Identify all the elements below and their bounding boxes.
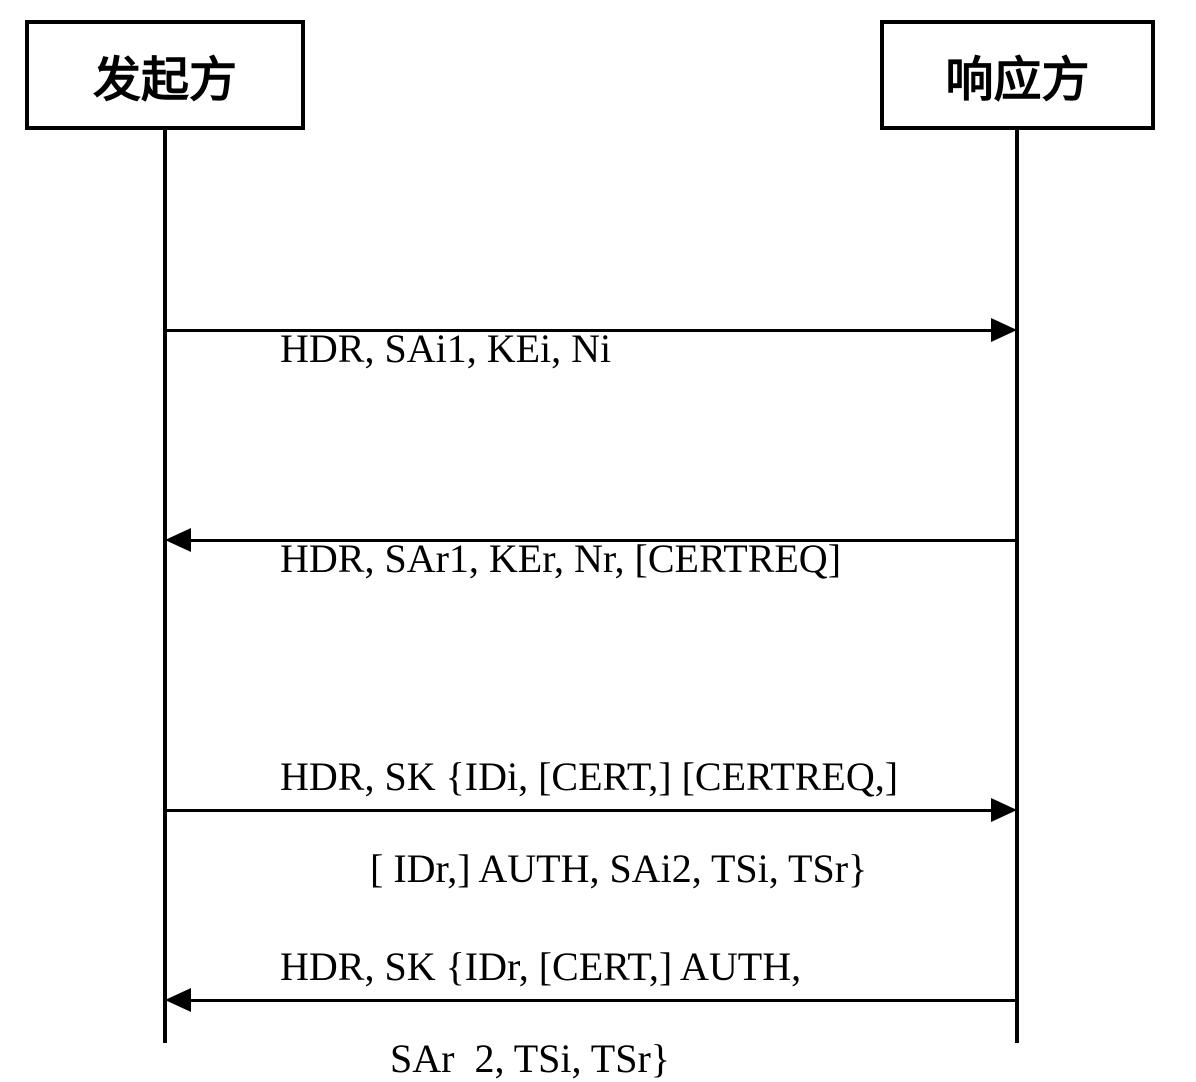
message-4-arrow — [165, 988, 191, 1012]
message-3-arrow — [991, 798, 1017, 822]
participant-initiator-label: 发起方 — [93, 40, 237, 110]
message-3-label: HDR, SK {IDi, [CERT,] [CERTREQ,] [ IDr,]… — [260, 708, 898, 892]
lifeline-responder — [1015, 130, 1019, 1043]
message-4-line — [187, 999, 1017, 1002]
participant-initiator-box: 发起方 — [25, 20, 305, 130]
message-3-line — [167, 809, 997, 812]
message-4-label: HDR, SK {IDr, [CERT,] AUTH, SAr 2, TSi, … — [260, 898, 801, 1082]
message-2-arrow — [165, 528, 191, 552]
message-2-label: HDR, SAr1, KEr, Nr, [CERTREQ] — [260, 488, 841, 582]
message-1-line — [167, 329, 997, 332]
message-1-label: HDR, SAi1, KEi, Ni — [260, 278, 611, 372]
lifeline-initiator — [163, 130, 167, 1043]
message-1-arrow — [991, 318, 1017, 342]
participant-responder-box: 响应方 — [880, 20, 1155, 130]
participant-responder-label: 响应方 — [945, 40, 1089, 110]
message-2-line — [187, 539, 1017, 542]
